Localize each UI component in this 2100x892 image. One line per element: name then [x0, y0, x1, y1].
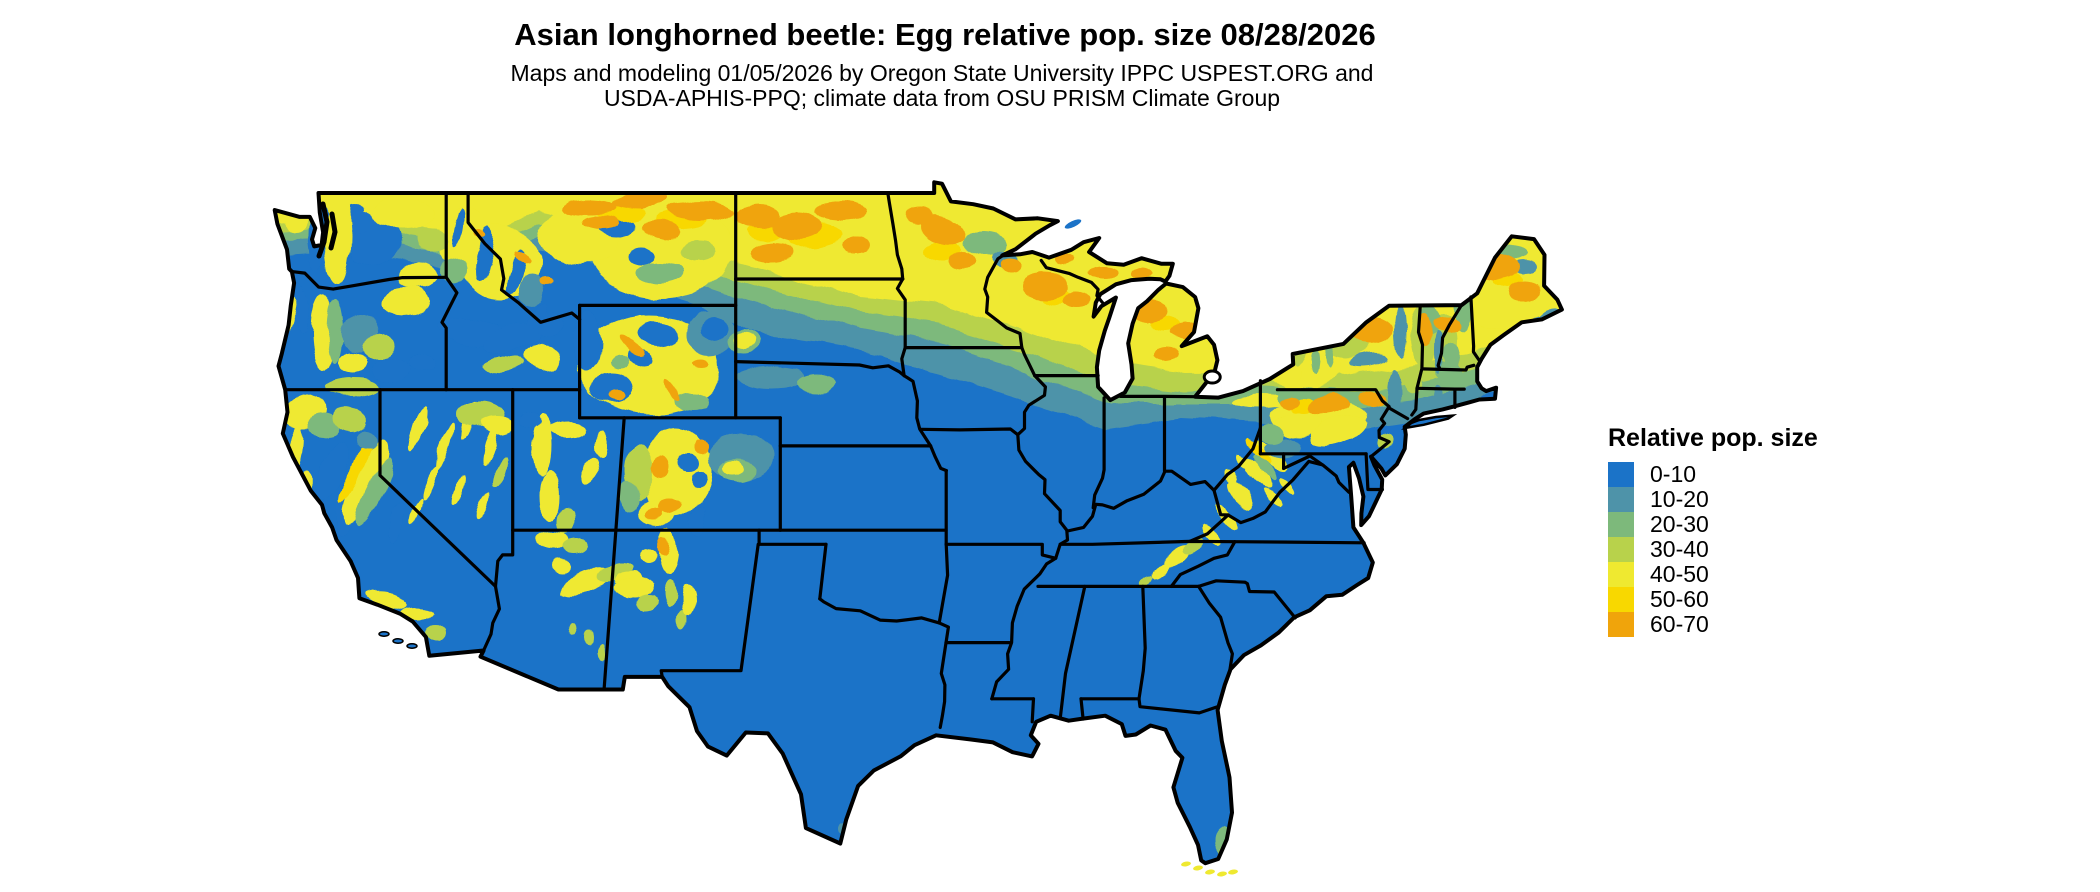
- legend-items: 0-10 10-20 20-30 30-40 40-50 50-60 60-70: [1608, 462, 1818, 637]
- legend-swatch: [1608, 587, 1634, 612]
- legend-swatch: [1608, 462, 1634, 487]
- subtitle-line-1: Maps and modeling 01/05/2026 by Oregon S…: [510, 60, 1374, 86]
- offshore-islands: [378, 219, 1082, 649]
- legend-title: Relative pop. size: [1608, 424, 1818, 452]
- legend-swatch: [1608, 487, 1634, 512]
- legend-swatch: [1608, 562, 1634, 587]
- legend-swatch: [1608, 537, 1634, 562]
- legend-item: 0-10: [1608, 462, 1818, 487]
- legend-swatch: [1608, 612, 1634, 637]
- subtitle-line-2: USDA-APHIS-PPQ; climate data from OSU PR…: [603, 85, 1281, 111]
- legend-label: 10-20: [1650, 486, 1709, 512]
- legend-label: 0-10: [1650, 461, 1697, 487]
- long-island: [1401, 413, 1458, 430]
- legend-label: 20-30: [1650, 511, 1709, 537]
- legend-label: 50-60: [1650, 586, 1709, 612]
- legend-item: 10-20: [1608, 487, 1818, 512]
- legend-label: 40-50: [1650, 561, 1709, 587]
- figure-subtitle: Maps and modeling 01/05/2026 by Oregon S…: [0, 61, 1884, 111]
- figure-title: Asian longhorned beetle: Egg relative po…: [514, 17, 1376, 52]
- legend-label: 60-70: [1650, 611, 1709, 637]
- legend: Relative pop. size 0-10 10-20 20-30 30-40 40…: [1608, 424, 1818, 637]
- legend-item: 40-50: [1608, 562, 1818, 587]
- legend-item: 30-40: [1608, 537, 1818, 562]
- legend-item: 20-30: [1608, 512, 1818, 537]
- us-coastline: [272, 180, 1564, 866]
- lake-st-clair: [1202, 369, 1222, 385]
- puget-sound-detail: [316, 201, 338, 259]
- legend-label: 30-40: [1650, 536, 1709, 562]
- legend-item: 50-60: [1608, 587, 1818, 612]
- legend-swatch: [1608, 512, 1634, 537]
- florida-keys: [1181, 861, 1238, 877]
- legend-item: 60-70: [1608, 612, 1818, 637]
